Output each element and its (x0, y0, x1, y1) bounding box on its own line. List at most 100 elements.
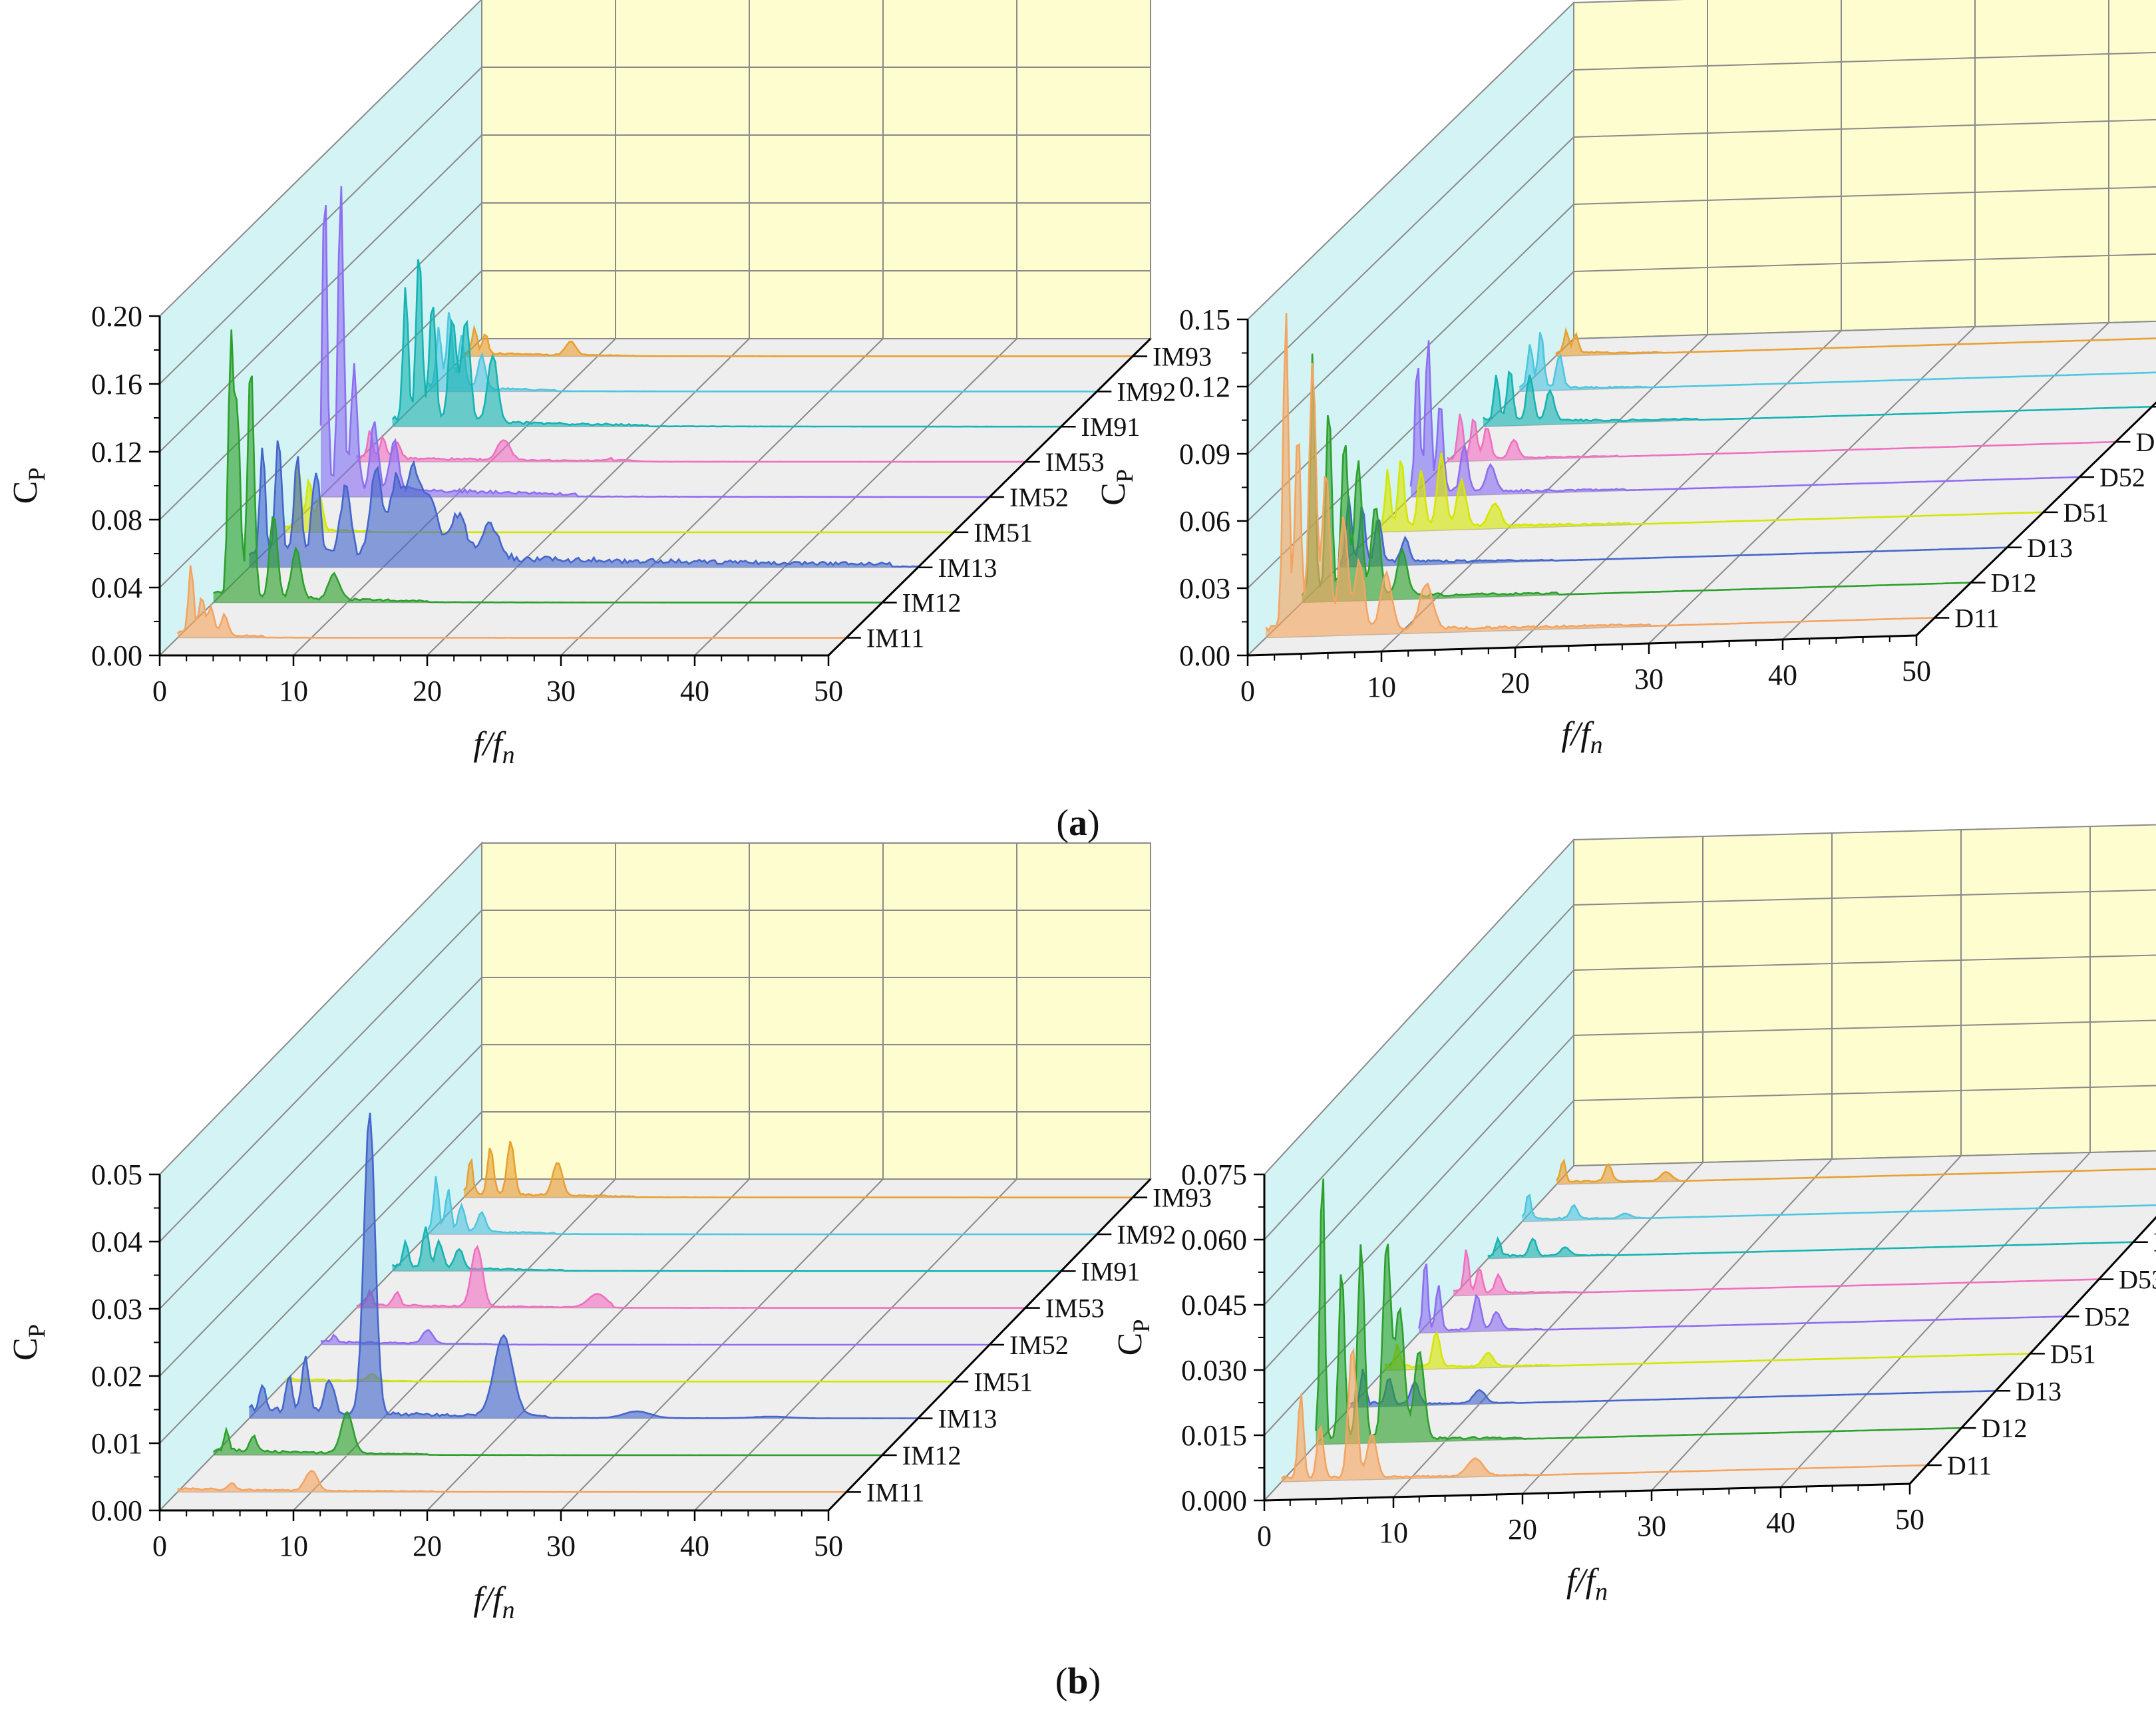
depth-axis-line (827, 1178, 1152, 1512)
depth-axis-line (827, 337, 1152, 657)
series-area-D52 (1419, 1264, 2065, 1333)
y-tick-label: 0.045 (1181, 1289, 1247, 1321)
side-wall-gridline (1264, 1035, 1574, 1371)
series-label-D91: D91 (2153, 1228, 2156, 1258)
x-tick-label: 50 (1895, 1503, 1924, 1536)
x-tick-label: 0 (152, 675, 167, 707)
x-tick-label: 40 (1768, 659, 1797, 691)
series-label-D52: D52 (2099, 462, 2145, 492)
series-line-IM52 (320, 1329, 989, 1346)
series-label-D51: D51 (2050, 1339, 2096, 1369)
x-tick-label: 40 (680, 1530, 709, 1562)
x-tick-label: 40 (1766, 1506, 1795, 1539)
y-tick-label: 0.00 (91, 1494, 142, 1527)
back-wall-gridline (1573, 186, 2156, 205)
chart-panel-a-left: IM93 IM92 IM91 IM53 IM52 IM51 IM13 IM12 IM11 0 10 2… (7, 0, 1212, 769)
side-wall-gridline (1247, 69, 1574, 387)
y-tick-label: 0.20 (91, 300, 142, 333)
y-tick-label: 0.16 (91, 368, 142, 401)
series-label-IM51: IM51 (974, 518, 1033, 548)
back-wall-gridline (1573, 1085, 2156, 1101)
series-line-IM92 (427, 1176, 1097, 1236)
series-label-IM11: IM11 (866, 623, 924, 653)
x-axis-title: f/fn (1561, 715, 1602, 759)
y-tick-label: 0.00 (91, 639, 142, 672)
side-wall-gridline (159, 134, 482, 452)
series-label-D52: D52 (2085, 1302, 2131, 1332)
series-label-IM12: IM12 (902, 588, 962, 618)
series-area-D92 (1522, 1195, 2156, 1222)
series-area-D51 (1374, 452, 2044, 532)
series-label-IM91: IM91 (1081, 412, 1141, 442)
x-tick-label: 0 (152, 1530, 167, 1562)
back-wall-gridline (1573, 253, 2156, 272)
series-label-D13: D13 (2016, 1376, 2062, 1406)
series-label-D12: D12 (1982, 1413, 2028, 1443)
x-tick-label: 50 (814, 1530, 843, 1562)
panel-caption-a: (a) (1056, 802, 1099, 844)
back-wall-gridline (1573, 51, 2156, 71)
y-tick-label: 0.08 (91, 504, 142, 536)
side-wall-gridline (1264, 969, 1574, 1305)
series-label-IM93: IM93 (1153, 341, 1212, 371)
y-tick-label: 0.05 (91, 1158, 142, 1191)
series-area-IM91 (392, 1226, 1061, 1272)
series-line-D13 (1349, 1369, 1996, 1406)
x-axis-title: f/fn (473, 725, 514, 769)
back-wall-gridline (1573, 118, 2156, 138)
x-tick-label: 10 (279, 675, 308, 707)
side-wall-gridline (1247, 136, 1574, 454)
x-axis-title: f/fn (1566, 1562, 1608, 1606)
series-area-IM91 (392, 259, 1061, 427)
series-label-IM51: IM51 (974, 1367, 1033, 1397)
series-line-IM12 (213, 329, 882, 604)
panel-caption-b: (b) (1055, 1661, 1101, 1702)
y-tick-label: 0.075 (1181, 1158, 1247, 1191)
x-tick-label: 30 (1634, 663, 1664, 695)
series-line-D93 (1556, 1158, 2156, 1183)
series-line-IM53 (356, 1244, 1025, 1309)
back-wall-gridline (1573, 954, 2156, 971)
series-line-D52 (1409, 340, 2080, 493)
chart-panel-b-left: IM93 IM92 IM91 IM53 IM52 IM51 IM13 IM12 IM11 0 10 2… (7, 841, 1212, 1624)
x-tick-label: 40 (680, 675, 709, 707)
y-tick-label: 0.15 (1179, 303, 1230, 336)
chart-panel-b-right: D93D92D91D53D52D51D13D12D11010203040500.… (1111, 824, 2156, 1606)
y-tick-label: 0.12 (91, 436, 142, 468)
series-label-D53: D53 (2135, 427, 2156, 457)
series-line-IM13 (248, 440, 918, 568)
y-tick-label: 0.03 (91, 1293, 142, 1325)
x-axis-title: f/fn (473, 1580, 514, 1624)
series-line-D91 (1487, 1236, 2133, 1258)
series-line-D12 (1315, 1178, 1962, 1441)
side-wall-gridline (1264, 1100, 1574, 1436)
series-area-IM11 (177, 1470, 846, 1492)
series-label-D12: D12 (1991, 568, 2037, 598)
series-line-D92 (1519, 332, 2156, 389)
series-area-D93 (1556, 1160, 2156, 1184)
side-wall-gridline (159, 67, 482, 385)
series-line-IM53 (356, 430, 1025, 463)
series-label-IM92: IM92 (1117, 1220, 1176, 1250)
y-axis-title: CP (7, 468, 50, 504)
series-label-IM52: IM52 (1009, 1330, 1069, 1360)
y-axis-title: CP (1111, 1319, 1155, 1356)
series-area-D12 (1316, 1178, 1962, 1445)
y-tick-label: 0.060 (1181, 1224, 1247, 1256)
series-line-D13 (1338, 496, 2008, 565)
series-area-D91 (1483, 372, 2152, 427)
x-tick-label: 50 (814, 675, 843, 707)
y-tick-label: 0.02 (91, 1360, 142, 1393)
back-wall (1573, 0, 2156, 340)
side-wall-gridline (159, 977, 482, 1309)
series-line-D11 (1280, 1347, 1927, 1480)
series-label-IM93: IM93 (1153, 1183, 1212, 1213)
series-line-IM52 (319, 186, 989, 498)
series-line-D51 (1374, 452, 2044, 529)
series-label-D11: D11 (1947, 1451, 1992, 1480)
x-tick-label: 10 (1367, 671, 1396, 703)
series-label-IM91: IM91 (1081, 1256, 1141, 1286)
back-wall-gridline (1573, 1019, 2156, 1036)
series-line-D92 (1521, 1193, 2156, 1220)
back-wall (481, 842, 1151, 1180)
